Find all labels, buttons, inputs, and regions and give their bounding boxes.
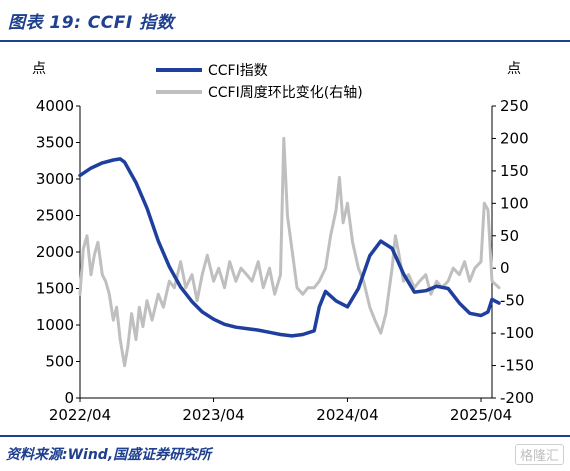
left-tick-label: 3000: [36, 170, 74, 188]
source-note: 资料来源:Wind,国盛证券研究所: [6, 447, 212, 463]
title-bar: 图表 19: CCFI 指数: [0, 0, 570, 40]
right-tick-label: -100: [500, 324, 534, 342]
x-tick-label: 2023/04: [182, 406, 244, 424]
left-tick-label: 1000: [36, 316, 74, 334]
legend-label: CCFI周度环比变化(右轴): [208, 85, 363, 101]
series-layer: [78, 136, 501, 368]
right-tick-label: 200: [500, 129, 529, 147]
right-tick-label: 0: [500, 259, 510, 277]
chart-title: 图表 19: CCFI 指数: [8, 13, 175, 33]
series-line-wow-change: [78, 136, 501, 368]
right-tick-label: 50: [500, 227, 519, 245]
right-tick-label: 100: [500, 194, 529, 212]
right-tick-label: -150: [500, 357, 534, 375]
footer-divider: [0, 435, 570, 437]
left-tick-label: 4000: [36, 97, 74, 115]
title-divider: [0, 40, 570, 42]
legend-label: CCFI指数: [208, 63, 268, 79]
line-chart: 05001000150020002500300035004000-200-150…: [36, 63, 534, 424]
x-tick-label: 2024/04: [316, 406, 378, 424]
right-tick-label: -50: [500, 292, 525, 310]
left-tick-label: 1500: [36, 280, 74, 298]
left-tick-label: 500: [45, 353, 74, 371]
left-tick-label: 3500: [36, 134, 74, 152]
series-line-ccfi-index: [78, 157, 501, 338]
x-tick-label: 2025/04: [450, 406, 512, 424]
left-tick-label: 0: [64, 389, 74, 407]
right-tick-label: 250: [500, 97, 529, 115]
right-axis-unit: 点: [507, 61, 521, 77]
watermark-logo: 格隆汇: [514, 444, 564, 465]
right-tick-label: -200: [500, 389, 534, 407]
chart-axes: 05001000150020002500300035004000-200-150…: [36, 97, 534, 424]
right-tick-label: 150: [500, 162, 529, 180]
chart-legend: CCFI指数 CCFI周度环比变化(右轴): [156, 63, 363, 101]
left-axis-unit: 点: [32, 61, 46, 77]
left-tick-label: 2000: [36, 243, 74, 261]
x-tick-label: 2022/04: [49, 406, 111, 424]
left-tick-label: 2500: [36, 207, 74, 225]
